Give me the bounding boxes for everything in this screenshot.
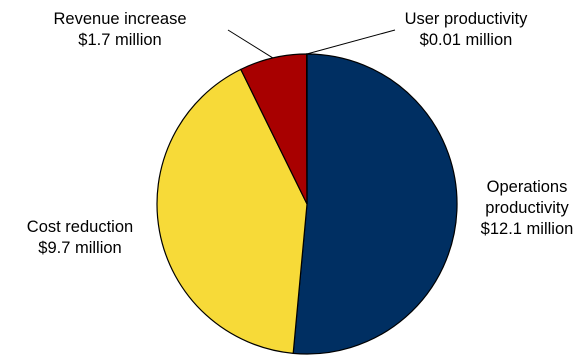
- slice-label-cost-reduction: Cost reduction $9.7 million: [27, 218, 133, 257]
- slice-label-line: productivity: [485, 199, 569, 217]
- slice-label-line: Cost reduction: [27, 218, 133, 236]
- slice-label-line: $0.01 million: [420, 31, 513, 49]
- leader-line-revenue-increase: [227, 29, 274, 59]
- slice-label-operations-productivity: Operations productivity $12.1 million: [481, 178, 574, 238]
- slice-label-line: $1.7 million: [78, 31, 161, 49]
- slice-label-line: $9.7 million: [38, 239, 121, 257]
- slice-label-line: $12.1 million: [481, 220, 574, 238]
- pie-slice-cost-reduction: [156, 68, 308, 355]
- slices-layer: [156, 53, 458, 355]
- slice-label-revenue-increase: Revenue increase $1.7 million: [54, 10, 187, 49]
- slice-label-user-productivity: User productivity $0.01 million: [405, 10, 529, 49]
- labels-layer: Operations productivity $12.1 million Cost …: [27, 10, 574, 257]
- pie-slice-operations-productivity: [292, 53, 458, 355]
- slice-label-line: User productivity: [405, 10, 529, 28]
- slice-label-line: Revenue increase: [54, 10, 187, 28]
- leader-lines-layer: [227, 29, 396, 59]
- leader-line-user-productivity: [306, 29, 396, 55]
- slice-label-line: Operations: [487, 178, 568, 196]
